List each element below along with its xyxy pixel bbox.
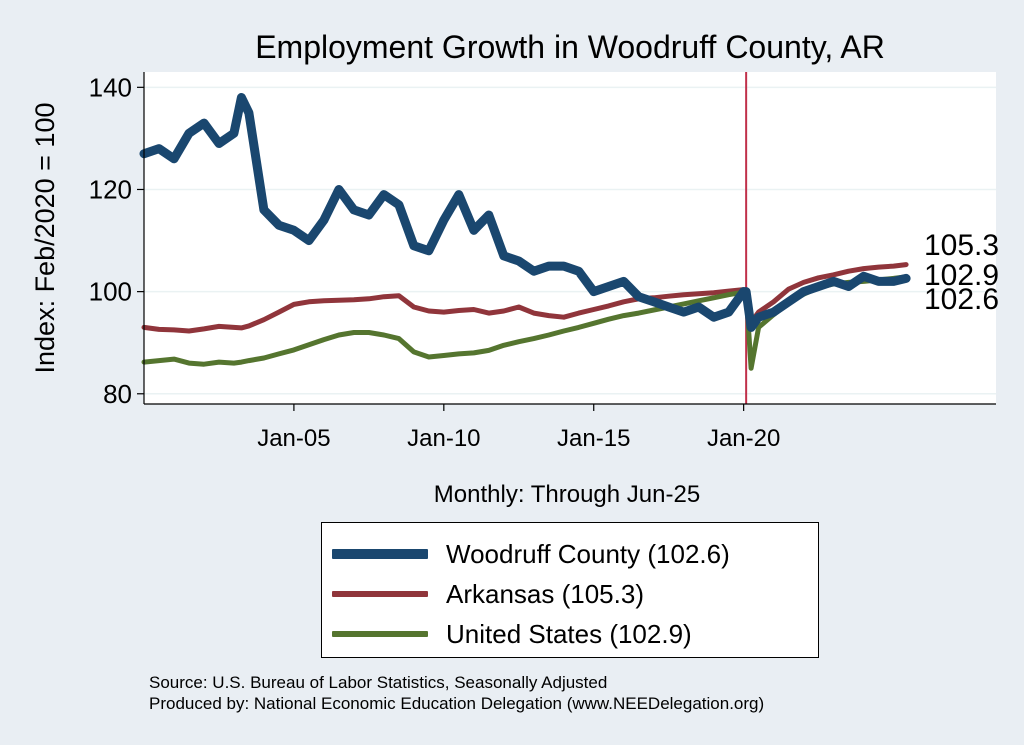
end-label-102-6: 102.6 (924, 283, 999, 316)
end-label-105-3: 105.3 (924, 229, 999, 262)
legend-label-united-states: United States (102.9) (446, 618, 692, 649)
legend-item-united-states: United States (102.9) (332, 619, 692, 649)
legend-label-woodruff: Woodruff County (102.6) (446, 538, 730, 569)
y-tick-labels: 80 100 120 140 (89, 72, 144, 409)
source-line: Source: U.S. Bureau of Labor Statistics,… (149, 673, 608, 692)
x-tick-label-Jan-05: Jan-05 (257, 425, 330, 452)
legend-label-arkansas: Arkansas (105.3) (446, 578, 644, 609)
legend: Woodruff County (102.6) Arkansas (105.3)… (321, 522, 819, 658)
legend-swatch-arkansas (332, 591, 428, 597)
legend-item-arkansas: Arkansas (105.3) (332, 579, 644, 609)
source-note: Source: U.S. Bureau of Labor Statistics,… (149, 672, 764, 714)
legend-swatch-woodruff (332, 549, 428, 559)
producer-line: Produced by: National Economic Education… (149, 694, 765, 713)
x-tick-labels: Jan-05 Jan-10 Jan-15 Jan-20 (257, 404, 780, 452)
x-tick-label-Jan-15: Jan-15 (557, 425, 630, 452)
series-group (139, 93, 911, 371)
end-label-102-9: 102.9 (924, 259, 999, 292)
x-tick-label-Jan-20: Jan-20 (707, 425, 780, 452)
y-tick-label-100: 100 (89, 277, 132, 307)
axes (143, 72, 996, 405)
series-line-woodruff (139, 93, 911, 332)
y-tick-label-140: 140 (89, 72, 132, 102)
gridlines (144, 86, 996, 395)
y-tick-label-80: 80 (103, 379, 132, 409)
plot-area (144, 72, 996, 404)
series-line-arkansas (141, 262, 909, 334)
x-tick-label-Jan-10: Jan-10 (407, 425, 480, 452)
chart-title: Employment Growth in Woodruff County, AR (255, 29, 885, 65)
x-axis-label: Monthly: Through Jun-25 (434, 481, 700, 508)
legend-item-woodruff: Woodruff County (102.6) (332, 539, 730, 569)
legend-swatch-united-states (332, 631, 428, 637)
y-axis-label: Index: Feb/2020 = 100 (30, 103, 60, 374)
line-chart: 80 100 120 140 Jan-05 Jan-10 Jan-15 Jan-20 105… (30, 29, 999, 508)
y-tick-label-120: 120 (89, 174, 132, 204)
